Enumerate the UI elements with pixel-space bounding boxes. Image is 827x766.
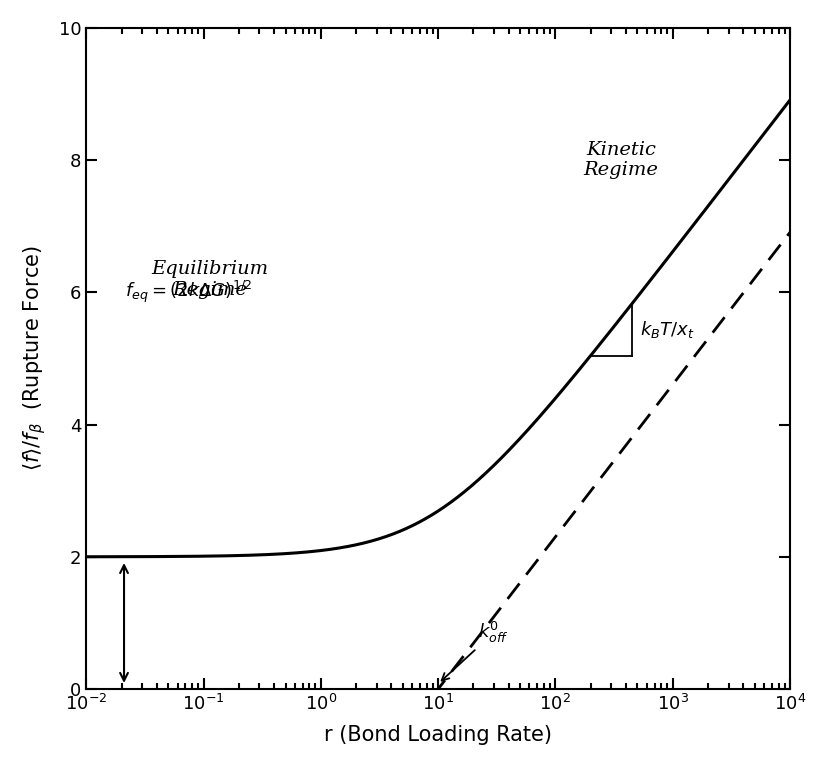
X-axis label: r (Bond Loading Rate): r (Bond Loading Rate) bbox=[324, 725, 552, 745]
Text: $k_B T/x_t$: $k_B T/x_t$ bbox=[640, 319, 695, 340]
Text: Equilibrium
Regime: Equilibrium Regime bbox=[151, 260, 268, 299]
Y-axis label: $\langle f \rangle / f_\beta$  (Rupture Force): $\langle f \rangle / f_\beta$ (Rupture F… bbox=[21, 246, 48, 471]
Text: $k^0_{off}$: $k^0_{off}$ bbox=[442, 620, 509, 680]
Text: Kinetic
Regime: Kinetic Regime bbox=[584, 141, 658, 179]
Text: $f_{eq} = (2k\Delta G)^{1/2}$: $f_{eq} = (2k\Delta G)^{1/2}$ bbox=[125, 279, 252, 306]
